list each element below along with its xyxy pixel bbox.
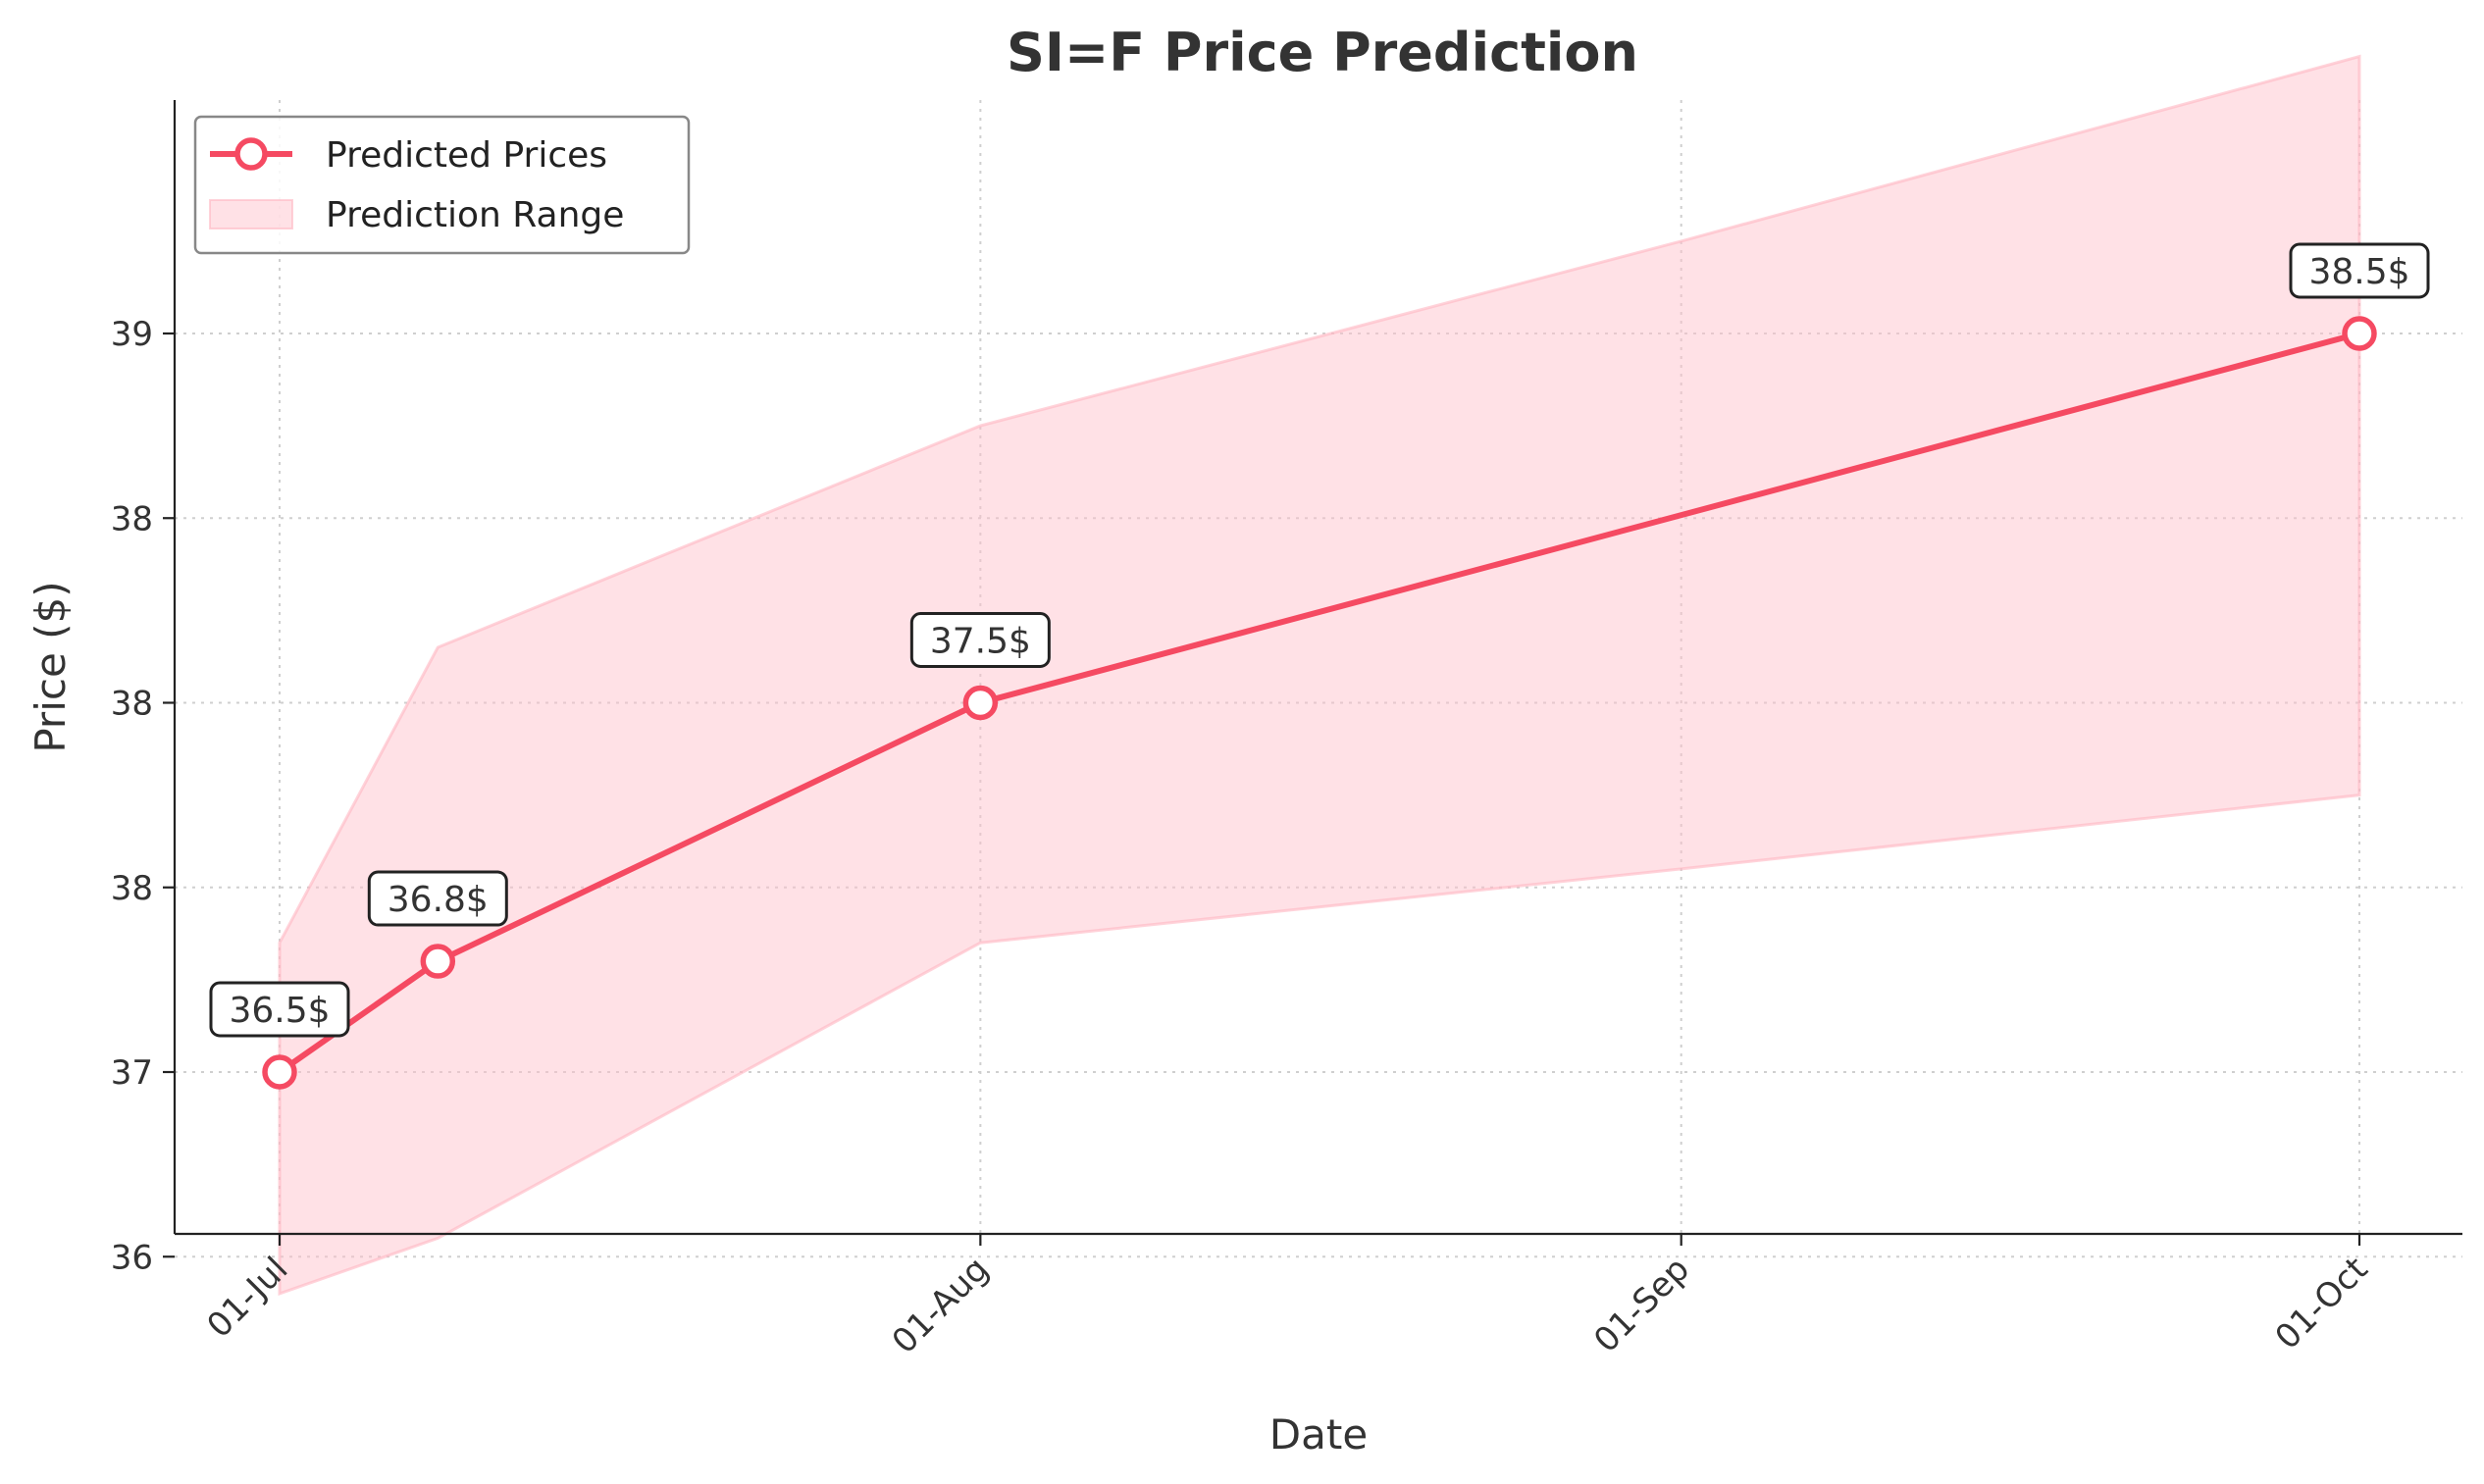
legend-marker-swatch (234, 137, 268, 171)
prediction-range-area (278, 54, 2361, 1297)
y-tick: 38 (111, 499, 175, 538)
data-label-box (367, 870, 508, 927)
data-point (420, 944, 456, 979)
data-point (962, 685, 999, 721)
y-tick: 36 (111, 1238, 175, 1277)
data-label: 36.5$ (209, 981, 350, 1038)
y-tick-label: 36 (111, 1238, 153, 1277)
y-tick: 38 (111, 869, 175, 908)
legend-label-prediction-range: Prediction Range (326, 195, 624, 235)
y-tick-label: 38 (111, 869, 153, 908)
y-tick: 39 (111, 315, 175, 354)
data-points (262, 316, 2377, 1090)
data-label-text: 37.5$ (930, 622, 1031, 662)
data-label-box (209, 981, 350, 1038)
data-label-text: 36.8$ (388, 880, 489, 920)
y-tick: 37 (111, 1053, 175, 1093)
data-label-box (2289, 242, 2430, 299)
y-tick-label: 38 (111, 499, 153, 538)
legend-label-predicted-prices: Predicted Prices (326, 135, 607, 176)
x-axis-title: Date (1269, 1410, 1368, 1458)
data-point (262, 1054, 297, 1090)
data-label-text: 38.5$ (2308, 252, 2409, 292)
chart-title: SI=F Price Prediction (1007, 22, 1638, 83)
y-tick-label: 38 (111, 685, 153, 724)
data-label-text: 36.5$ (229, 991, 330, 1031)
data-label: 38.5$ (2289, 242, 2430, 299)
y-tick-label: 37 (111, 1053, 153, 1093)
y-tick: 38 (111, 685, 175, 724)
predicted-prices-line (277, 331, 2362, 1075)
data-point (2342, 316, 2377, 351)
data-label-box (909, 612, 1051, 668)
y-axis-title: Price ($) (26, 581, 75, 752)
y-axis-ticks: 36 37 38 38 38 39 (111, 315, 175, 1277)
data-label: 36.8$ (367, 870, 508, 927)
legend-box (193, 115, 691, 255)
data-labels: 36.5$ 36.8$ 37.5$ 38.5$ (209, 242, 2430, 1038)
y-tick-label: 39 (111, 315, 153, 354)
data-label: 37.5$ (909, 612, 1051, 668)
legend-area-swatch (209, 199, 293, 230)
legend: Predicted Prices Prediction Range (193, 115, 691, 255)
